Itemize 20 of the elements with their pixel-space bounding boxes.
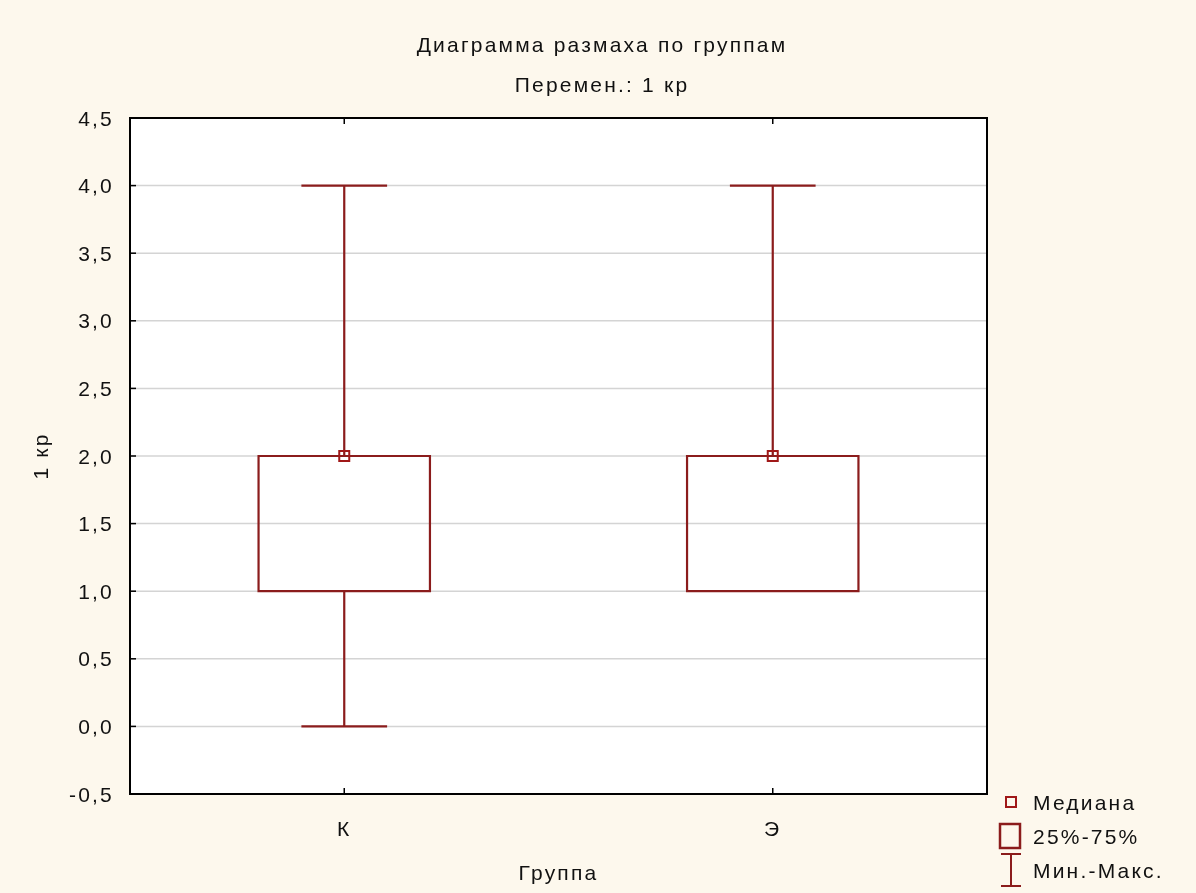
y-tick-label: 1,5 bbox=[78, 512, 114, 536]
x-tick-label: К bbox=[337, 817, 352, 840]
y-tick-label: 2,5 bbox=[78, 376, 114, 400]
x-axis-title: Группа bbox=[518, 861, 599, 884]
y-tick-label: 3,0 bbox=[78, 309, 114, 333]
y-tick-label: 4,0 bbox=[78, 174, 114, 198]
y-tick-label: -0,5 bbox=[69, 782, 114, 806]
y-axis-title: 1 кр bbox=[29, 432, 52, 480]
chart-subtitle: Перемен.: 1 кр bbox=[514, 73, 690, 96]
y-tick-label: 0,0 bbox=[78, 714, 114, 738]
text: 25%-75% bbox=[1033, 824, 1140, 848]
y-tick-label: 2,0 bbox=[78, 444, 114, 468]
y-tick-label: 0,5 bbox=[78, 647, 114, 671]
chart-title: Диаграмма размаха по группам bbox=[416, 33, 788, 56]
y-tick-label: 1,0 bbox=[78, 579, 114, 603]
legend-label: Медиана bbox=[1033, 790, 1137, 814]
y-tick-label: 3,5 bbox=[78, 241, 114, 265]
y-tick-label: 4,5 bbox=[78, 106, 114, 130]
text: Мин.-Макс. bbox=[1033, 858, 1164, 882]
x-tick-label: Э bbox=[764, 817, 782, 840]
